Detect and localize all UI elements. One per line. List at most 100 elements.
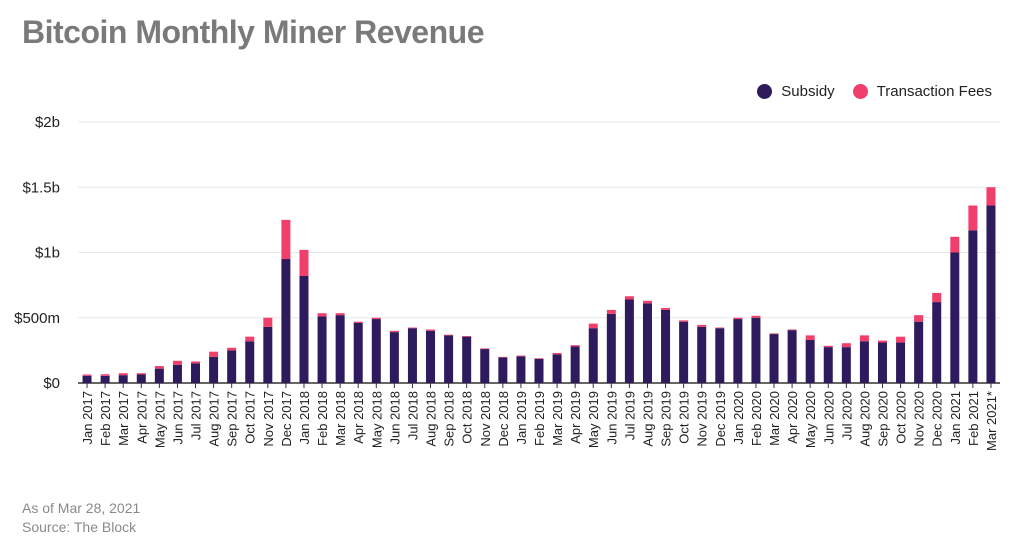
x-tick-label: Nov 2020 [912, 391, 927, 447]
x-tick-label: Mar 2017 [116, 391, 131, 446]
bar-subsidy [209, 356, 219, 383]
x-tick-label: Nov 2018 [478, 391, 493, 447]
bar-fees [805, 335, 815, 340]
bar-subsidy [606, 313, 616, 383]
bar-fees [841, 343, 851, 348]
x-tick-label: Feb 2020 [749, 391, 764, 446]
bar-fees [823, 345, 833, 348]
bar-fees [896, 336, 906, 343]
x-tick-label: May 2018 [369, 391, 384, 448]
bar-subsidy [335, 315, 345, 383]
bar-subsidy [516, 356, 526, 383]
bar-subsidy [407, 328, 417, 383]
bar-fees [679, 320, 689, 322]
bar-fees [426, 329, 436, 331]
x-tick-label: Oct 2017 [243, 391, 258, 444]
y-tick-label: $0 [43, 375, 60, 392]
bar-subsidy [570, 346, 580, 383]
bar-subsidy [82, 375, 92, 383]
bar-fees [914, 315, 924, 322]
x-tick-label: Dec 2017 [279, 391, 294, 447]
y-tick-label: $500m [14, 310, 60, 327]
x-tick-label: Sep 2019 [659, 391, 674, 447]
bar-fees [751, 315, 761, 318]
bar-subsidy [733, 319, 743, 383]
bar-subsidy [462, 336, 472, 383]
bar-fees [172, 360, 182, 365]
bar-fees [136, 373, 146, 375]
bar-fees [534, 358, 544, 359]
bar-fees [462, 336, 472, 337]
bar-fees [516, 355, 526, 357]
legend-label-subsidy: Subsidy [781, 83, 835, 100]
x-tick-label: Jun 2017 [170, 391, 185, 445]
x-tick-label: Aug 2019 [640, 391, 655, 447]
bar-fees [154, 366, 164, 369]
x-tick-label: Apr 2019 [568, 391, 583, 444]
bar-subsidy [281, 259, 291, 383]
bar-subsidy [642, 303, 652, 383]
x-tick-label: Jul 2017 [189, 391, 204, 440]
x-tick-label: Oct 2020 [894, 391, 909, 444]
x-tick-label: Aug 2017 [207, 391, 222, 447]
x-tick-label: Apr 2017 [134, 391, 149, 444]
x-tick-label: May 2020 [803, 391, 818, 448]
bar-subsidy [534, 358, 544, 383]
bar-subsidy [932, 302, 942, 383]
bar-fees [624, 296, 634, 300]
bar-subsidy [191, 363, 201, 383]
bar-fees [859, 335, 869, 342]
bar-subsidy [787, 330, 797, 383]
bar-fees [588, 323, 598, 329]
bar-subsidy [245, 341, 255, 383]
bar-subsidy [769, 334, 779, 383]
x-tick-label: Jan 2021 [948, 391, 963, 445]
bar-subsidy [136, 374, 146, 383]
x-tick-label: Sep 2017 [225, 391, 240, 447]
bar-subsidy [661, 309, 671, 383]
bar-fees [480, 348, 490, 350]
bar-subsidy [299, 275, 309, 383]
bar-subsidy [805, 339, 815, 383]
bar-subsidy [679, 321, 689, 383]
bar-fees [317, 313, 327, 317]
bar-subsidy [624, 299, 634, 383]
bar-fees [697, 324, 707, 327]
bar-subsidy [715, 328, 725, 383]
bar-fees [353, 321, 363, 323]
legend-item-fees: Transaction Fees [852, 83, 992, 100]
bar-fees [787, 329, 797, 331]
bar-fees [191, 361, 201, 364]
x-tick-label: Jan 2017 [80, 391, 95, 445]
x-tick-label: Nov 2019 [695, 391, 710, 447]
bar-subsidy [498, 357, 508, 383]
x-tick-label: Oct 2018 [460, 391, 475, 444]
x-tick-label: Sep 2020 [875, 391, 890, 447]
bar-subsidy [859, 341, 869, 383]
bar-subsidy [389, 332, 399, 383]
x-tick-label: Dec 2019 [713, 391, 728, 447]
bar-fees [498, 356, 508, 358]
x-tick-label: Jun 2020 [821, 391, 836, 445]
source-note: Source: The Block [22, 519, 137, 535]
bar-fees [227, 347, 237, 351]
x-tick-label: Oct 2019 [677, 391, 692, 444]
bar-subsidy [986, 205, 996, 383]
bar-subsidy [877, 342, 887, 383]
x-tick-label: May 2019 [586, 391, 601, 448]
x-tick-label: Dec 2018 [496, 391, 511, 447]
x-tick-label: Mar 2018 [333, 391, 348, 446]
x-tick-label: Aug 2020 [857, 391, 872, 447]
bar-subsidy [968, 230, 978, 383]
x-tick-label: Sep 2018 [442, 391, 457, 447]
bar-fees [986, 187, 996, 206]
bar-subsidy [426, 330, 436, 383]
bar-subsidy [100, 375, 110, 383]
bar-fees [100, 374, 110, 376]
x-tick-label: Jul 2019 [622, 391, 637, 440]
bar-fees [642, 300, 652, 304]
bar-subsidy [896, 342, 906, 383]
bar-subsidy [751, 317, 761, 383]
x-tick-label: Jul 2018 [405, 391, 420, 440]
